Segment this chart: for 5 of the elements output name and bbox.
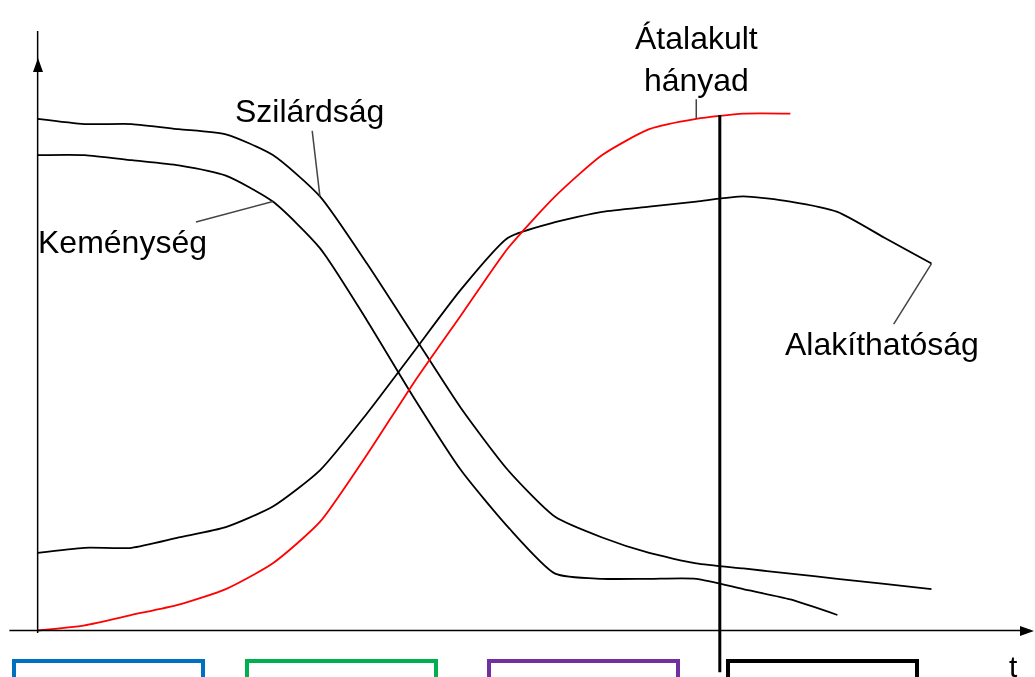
series-label: Átalakult hányad: [635, 20, 758, 98]
series-label: Keménység: [38, 224, 207, 260]
series-label: Szilárdság: [235, 93, 385, 129]
text: Alakíthatóság: [785, 326, 979, 362]
x-axis-title: t: [1009, 650, 1018, 677]
